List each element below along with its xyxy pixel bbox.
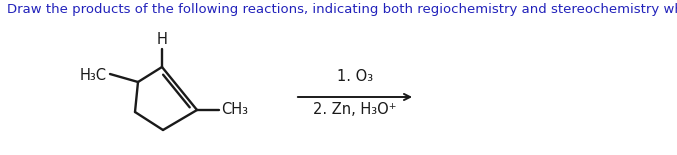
Text: H: H <box>156 32 167 47</box>
Text: 2. Zn, H₃O⁺: 2. Zn, H₃O⁺ <box>313 102 397 117</box>
Text: Draw the products of the following reactions, indicating both regiochemistry and: Draw the products of the following react… <box>7 3 677 16</box>
Text: 1. O₃: 1. O₃ <box>337 69 373 84</box>
Text: H₃C: H₃C <box>80 67 107 82</box>
Text: CH₃: CH₃ <box>221 102 248 117</box>
